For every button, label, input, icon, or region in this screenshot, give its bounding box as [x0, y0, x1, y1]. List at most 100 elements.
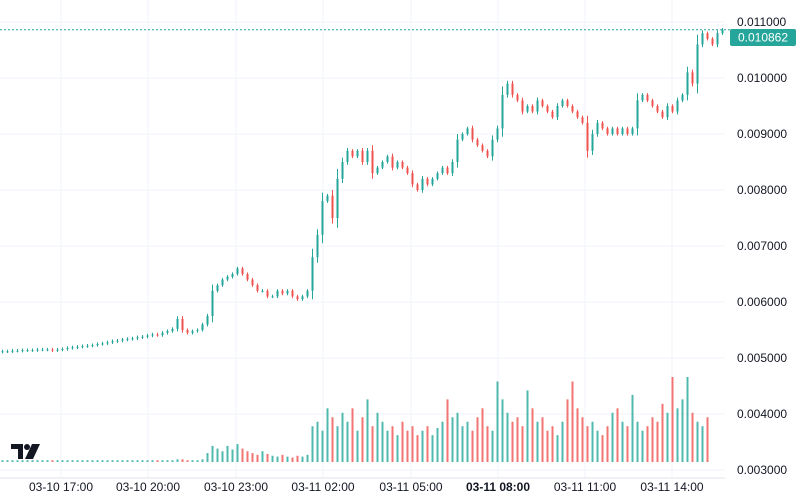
volume-bar	[316, 421, 319, 462]
tradingview-logo[interactable]	[11, 444, 41, 465]
volume-bars	[1, 377, 709, 462]
volume-bar	[171, 460, 174, 462]
volume-bar	[446, 399, 449, 462]
candle	[16, 350, 19, 352]
candle	[711, 38, 714, 45]
volume-bar	[406, 430, 409, 462]
candle	[606, 128, 609, 134]
volume-bar	[686, 377, 689, 462]
volume-bar	[126, 460, 129, 462]
candle	[716, 33, 719, 45]
candle	[306, 290, 309, 297]
volume-bar	[141, 460, 144, 462]
candle	[326, 195, 329, 202]
candle	[151, 334, 154, 336]
volume-bar	[456, 412, 459, 462]
candle	[526, 106, 529, 112]
volume-bar	[61, 460, 64, 462]
candle	[181, 318, 184, 330]
candle	[281, 290, 284, 294]
volume-bar	[66, 460, 69, 462]
price-tick-label: 0.006000	[737, 295, 787, 309]
candle	[431, 178, 434, 185]
candle	[51, 349, 54, 351]
candle	[516, 94, 519, 101]
volume-bar	[356, 430, 359, 462]
candle	[166, 331, 169, 333]
volume-bar	[416, 435, 419, 462]
candle	[81, 346, 84, 348]
candle	[481, 145, 484, 151]
volume-bar	[191, 460, 194, 462]
volume-bar	[131, 460, 134, 462]
volume-bar	[696, 421, 699, 462]
volume-bar	[296, 455, 299, 462]
candle	[581, 117, 584, 123]
candle	[246, 274, 249, 280]
candle	[626, 128, 629, 134]
candle	[241, 268, 244, 274]
candle	[311, 257, 314, 291]
candle	[566, 100, 569, 106]
volume-bar	[576, 408, 579, 462]
candle	[536, 100, 539, 112]
volume-bar	[276, 456, 279, 462]
grid	[0, 0, 725, 478]
volume-bar	[46, 460, 49, 462]
volume-bar	[501, 399, 504, 462]
candle	[511, 83, 514, 95]
candle	[486, 150, 489, 157]
candle	[76, 346, 79, 348]
candle	[116, 340, 119, 342]
volume-bar	[226, 445, 229, 462]
candle	[546, 106, 549, 112]
time-axis[interactable]: 03-10 17:00 03-10 20:00 03-10 23:00 03-11 0…	[29, 480, 704, 494]
volume-bar	[321, 430, 324, 462]
volume-bar	[661, 403, 664, 462]
volume-bar	[21, 460, 24, 462]
volume-bar	[681, 399, 684, 462]
volume-bar	[426, 426, 429, 462]
candle	[251, 279, 254, 286]
volume-bar	[136, 460, 139, 462]
candle	[381, 162, 384, 168]
candle	[446, 167, 449, 174]
candle	[376, 167, 379, 174]
volume-bar	[96, 460, 99, 462]
volume-bar	[71, 460, 74, 462]
candle	[211, 290, 214, 316]
volume-bar	[221, 451, 224, 462]
volume-bar	[641, 430, 644, 462]
volume-bar	[236, 444, 239, 462]
volume-bar	[251, 453, 254, 462]
volume-bar	[651, 417, 654, 462]
candle	[256, 285, 259, 291]
candle	[196, 330, 199, 332]
volume-bar	[581, 417, 584, 462]
volume-bar	[376, 412, 379, 462]
candle	[271, 296, 274, 298]
candle	[11, 350, 14, 352]
candle	[141, 336, 144, 338]
volume-bar	[571, 381, 574, 462]
volume-bar	[181, 459, 184, 462]
candle	[411, 173, 414, 185]
volume-bar	[586, 426, 589, 462]
volume-bar	[121, 460, 124, 462]
price-tick-label: 0.005000	[737, 351, 787, 365]
candle	[651, 100, 654, 106]
volume-bar	[271, 455, 274, 462]
volume-bar	[606, 426, 609, 462]
candle	[1, 351, 4, 353]
price-tick-label: 0.003000	[737, 463, 787, 477]
price-axis[interactable]: 0.011000 0.010000 0.009000 0.008000 0.007000…	[737, 15, 787, 477]
candle	[576, 111, 579, 118]
volume-bar	[596, 430, 599, 462]
volume-bar	[706, 417, 709, 462]
candle	[406, 167, 409, 174]
volume-bar	[86, 460, 89, 462]
volume-bar	[366, 399, 369, 462]
volume-bar	[481, 408, 484, 462]
candle	[221, 279, 224, 286]
